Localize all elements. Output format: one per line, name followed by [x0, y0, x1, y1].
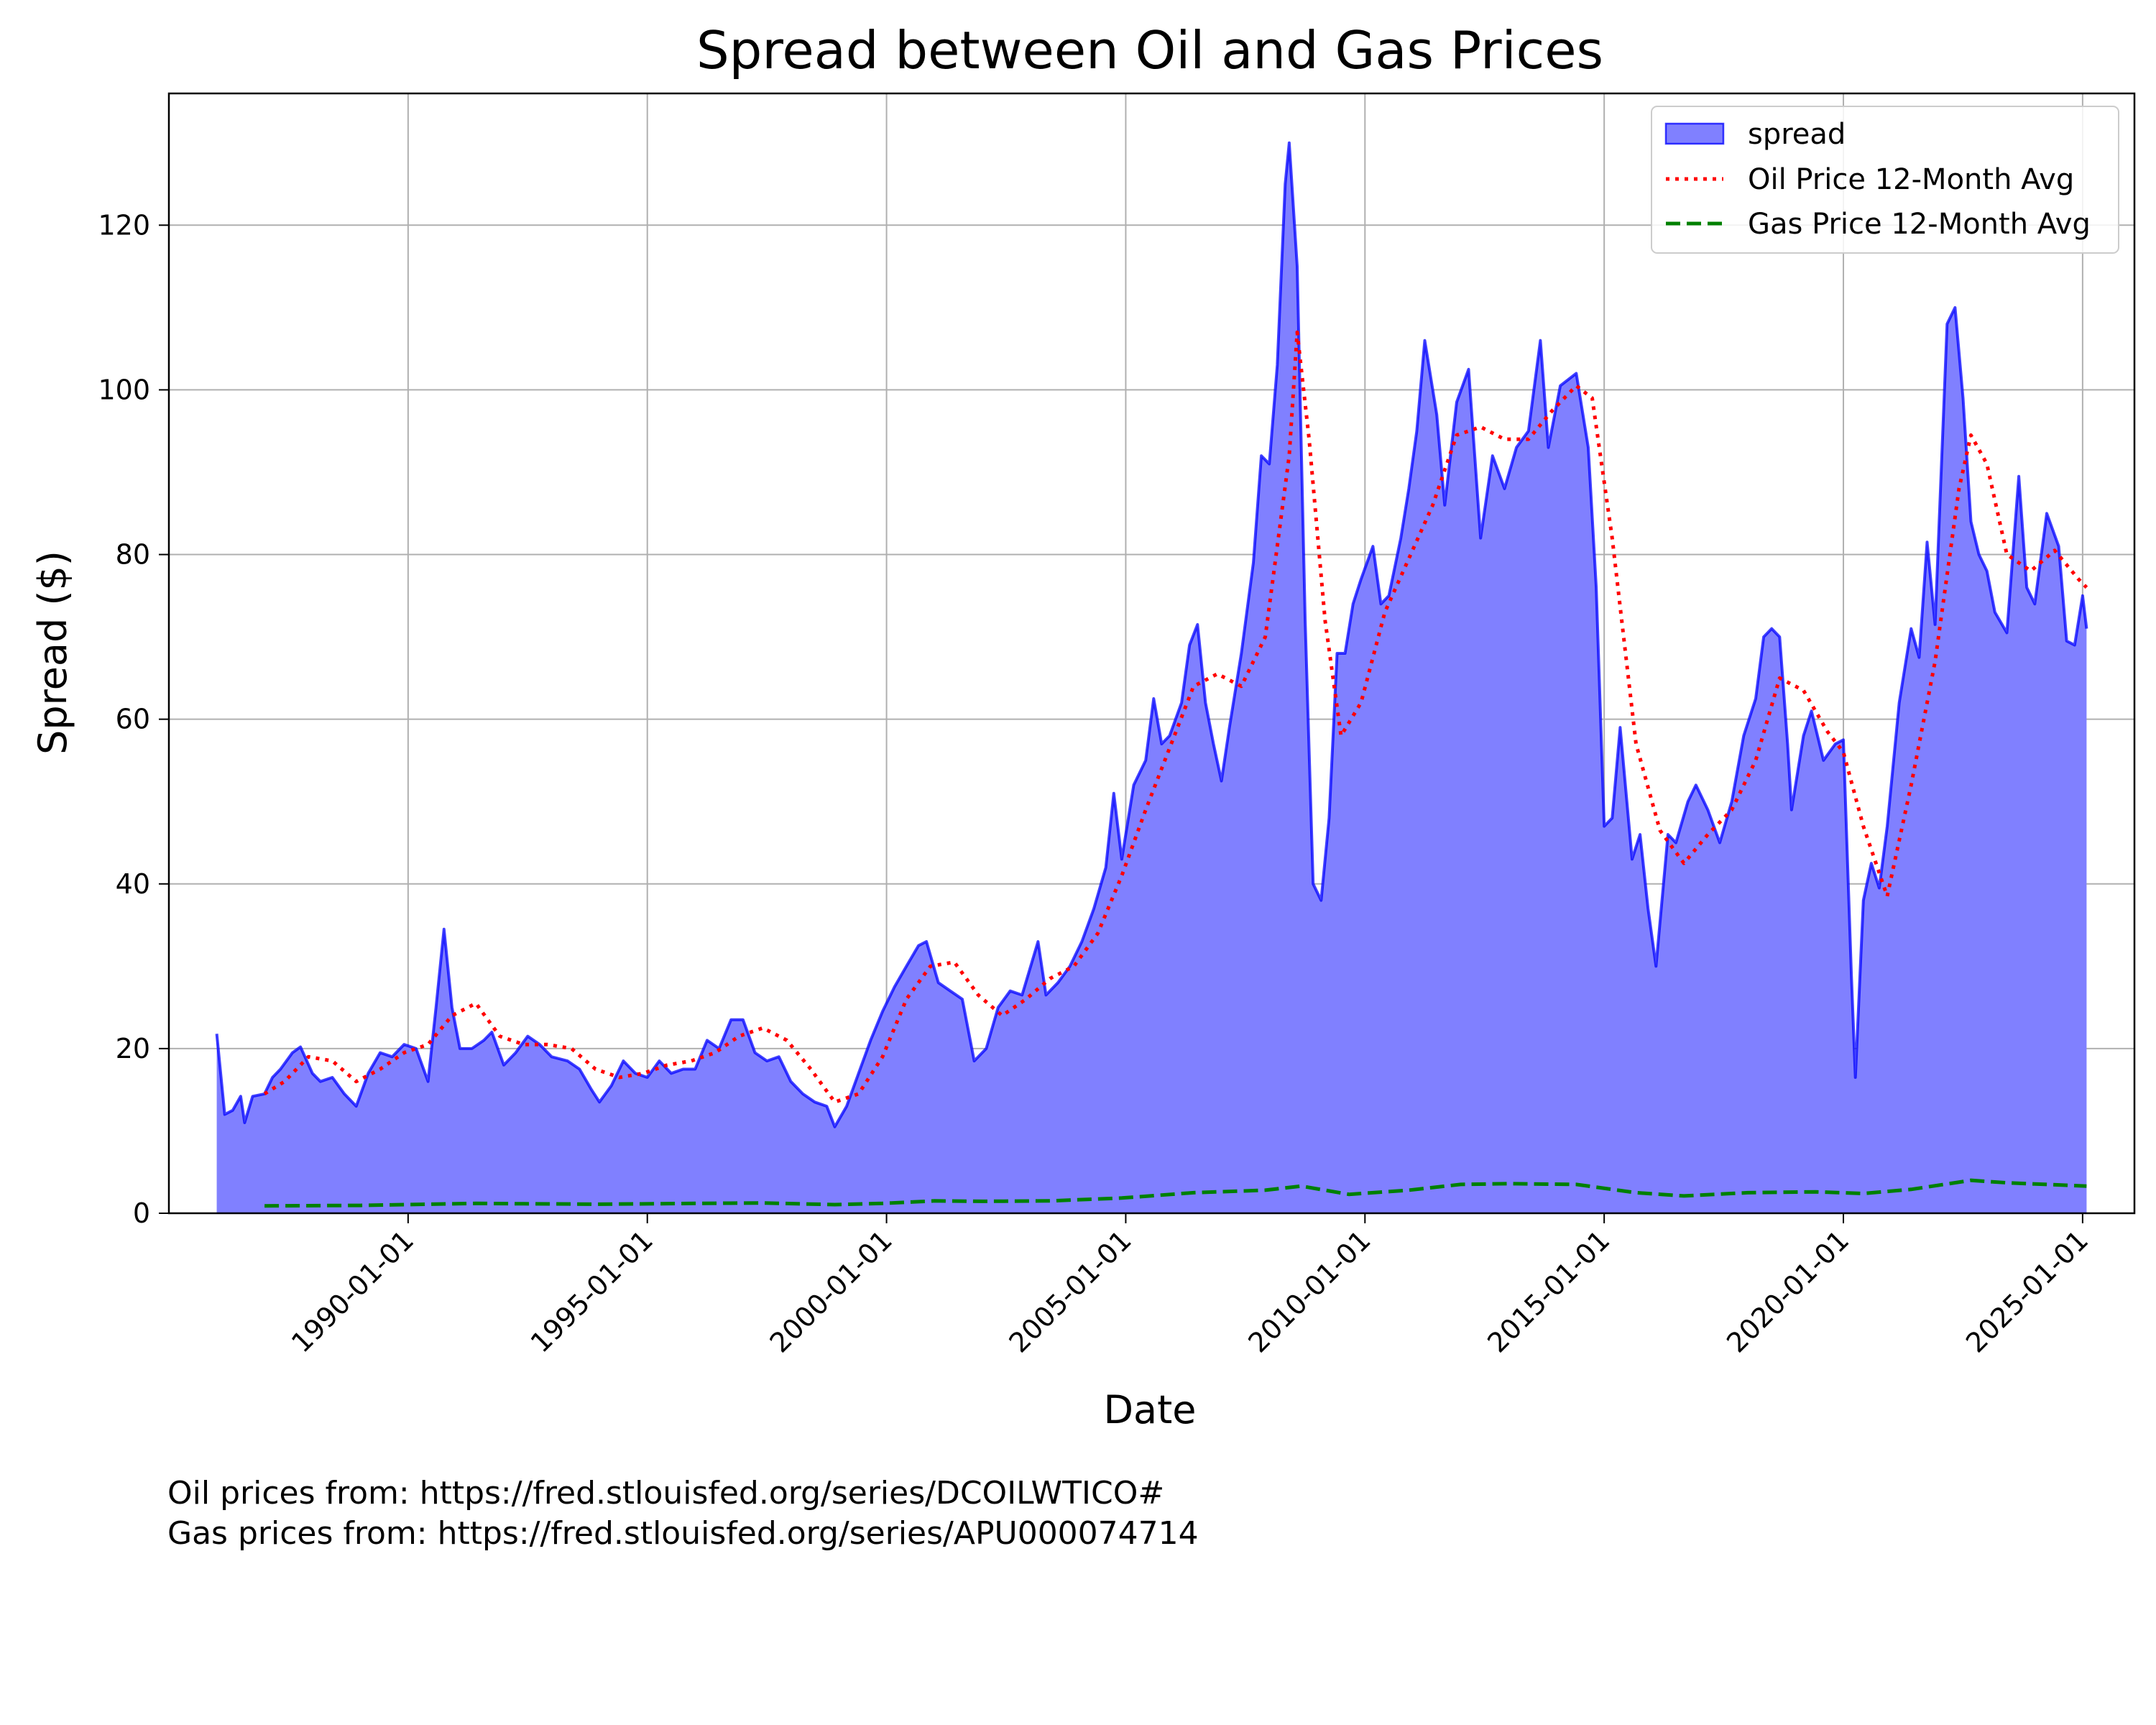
y-tick-label: 0 [133, 1197, 150, 1229]
chart-title: Spread between Oil and Gas Prices [696, 20, 1603, 80]
legend-box [1651, 106, 2119, 254]
y-tick-label: 120 [98, 209, 150, 241]
legend-label: Gas Price 12-Month Avg [1748, 208, 2091, 241]
y-tick-label: 40 [116, 868, 150, 900]
y-tick-label: 100 [98, 374, 150, 405]
x-axis-label: Date [1103, 1387, 1196, 1432]
y-axis-label: Spread ($) [30, 551, 75, 755]
average-lines-layer [263, 330, 2088, 1208]
y-tick-label: 80 [116, 539, 150, 571]
gas-source-note: Gas prices from: https://fred.stlouisfed… [167, 1515, 1199, 1552]
y-tick-label: 20 [116, 1033, 150, 1064]
legend-label: spread [1748, 118, 1846, 151]
gas-avg-line [264, 1178, 2087, 1208]
legend: spread Oil Price 12-Month Avg Gas Price 12… [1651, 106, 2119, 254]
x-tick-label: 2025-01-01 [1960, 1224, 2094, 1358]
x-tick-label: 2005-01-01 [1003, 1224, 1138, 1358]
x-tick-label: 2000-01-01 [764, 1224, 898, 1358]
legend-swatch-spread [1664, 122, 1725, 145]
plot-frame [167, 92, 2136, 1215]
source-notes: Oil prices from: https://fred.stlouisfed… [167, 1473, 1199, 1554]
x-tick-label: 1990-01-01 [285, 1224, 420, 1358]
oil-source-note: Oil prices from: https://fred.stlouisfed… [167, 1475, 1165, 1512]
y-tick-label: 60 [116, 704, 150, 735]
spread-line [215, 141, 2088, 1128]
x-tick-label: 2015-01-01 [1481, 1224, 1616, 1358]
spread-area-layer [215, 141, 2088, 1214]
x-tick-label: 1995-01-01 [525, 1224, 659, 1358]
spread-area-fill [216, 142, 2087, 1214]
legend-label: Oil Price 12-Month Avg [1748, 163, 2074, 196]
x-tick-label: 2010-01-01 [1242, 1224, 1376, 1358]
x-tick-label: 2020-01-01 [1720, 1224, 1855, 1358]
